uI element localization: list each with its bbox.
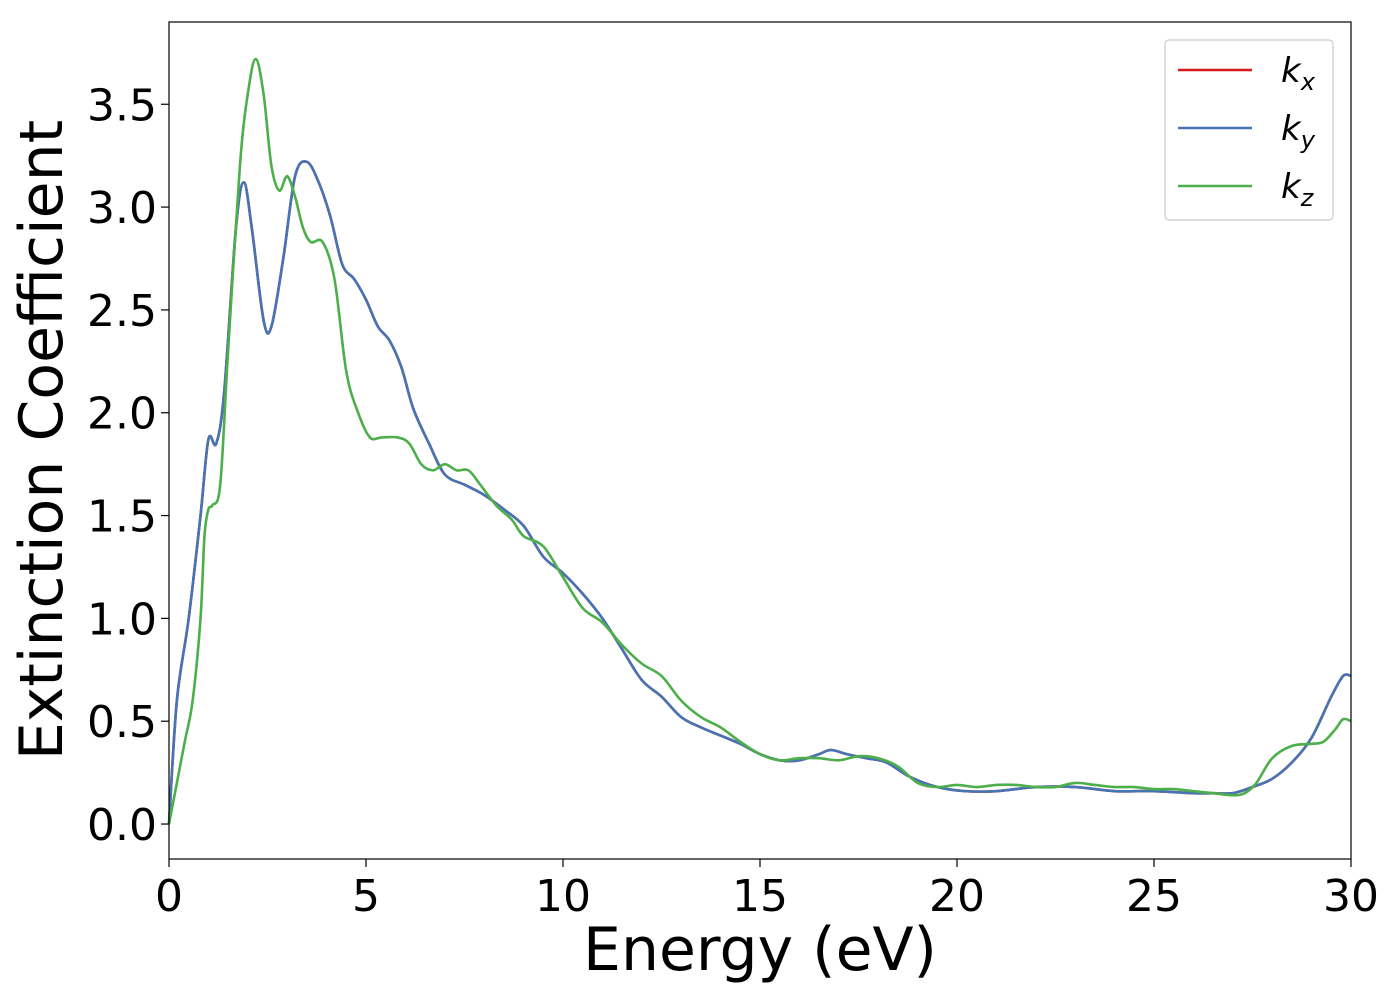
legend-box <box>1164 39 1334 221</box>
y-tick-label: 1.0 <box>87 594 157 645</box>
plot-background <box>169 22 1351 859</box>
y-tick-label: 3.5 <box>87 80 157 131</box>
x-tick-label: 5 <box>352 871 380 922</box>
y-tick-label: 2.5 <box>87 286 157 337</box>
y-tick-label: 0.0 <box>87 800 157 851</box>
legend-label-base: k <box>1281 109 1302 149</box>
series-line-k-y <box>167 160 1352 825</box>
series-layer <box>167 57 1352 825</box>
series-line-k-z <box>167 57 1352 825</box>
legend-label: kx <box>1281 51 1316 96</box>
legend-label: kz <box>1281 167 1315 212</box>
x-axis: 0 5 10 15 20 25 30 <box>155 859 1379 922</box>
legend-label-base: k <box>1281 51 1302 91</box>
x-tick-label: 30 <box>1323 871 1379 922</box>
x-tick-label: 0 <box>155 871 183 922</box>
x-tick-label: 25 <box>1126 871 1182 922</box>
y-axis: 0.0 0.5 1.0 1.5 2.0 2.5 3.0 3.5 <box>87 80 169 851</box>
y-tick-label: 0.5 <box>87 697 157 748</box>
x-axis-label: Energy (eV) <box>583 915 937 985</box>
legend-label: ky <box>1281 109 1316 154</box>
y-tick-label: 3.0 <box>87 183 157 234</box>
legend-label-subscript: z <box>1300 184 1315 212</box>
x-tick-label: 15 <box>732 871 788 922</box>
y-tick-label: 1.5 <box>87 492 157 543</box>
x-tick-label: 20 <box>929 871 985 922</box>
legend-label-base: k <box>1281 167 1302 207</box>
x-tick-label: 10 <box>535 871 591 922</box>
legend-label-subscript: x <box>1300 68 1316 96</box>
y-tick-label: 2.0 <box>87 389 157 440</box>
y-axis-label: Extinction Coefficient <box>7 120 77 760</box>
legend-label-subscript: y <box>1300 126 1316 154</box>
